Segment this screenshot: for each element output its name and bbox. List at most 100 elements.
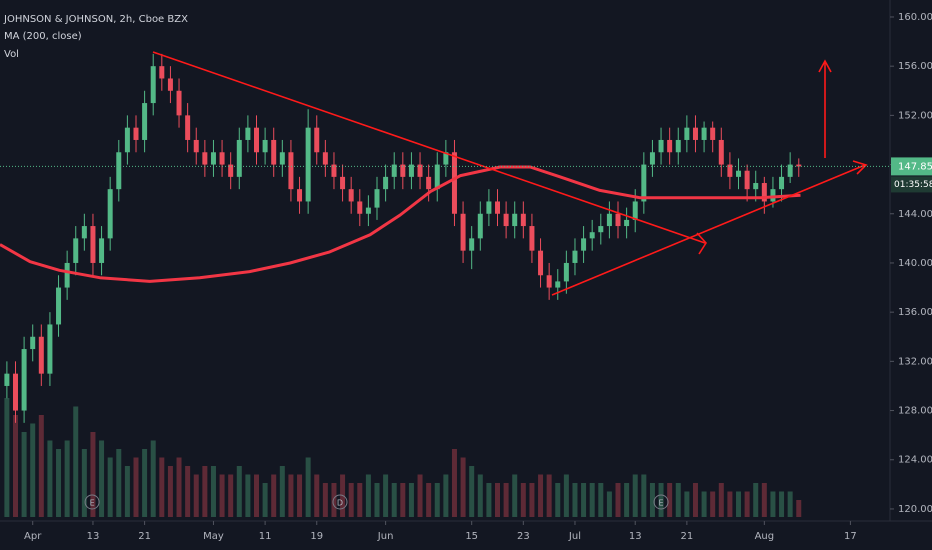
candle-body	[142, 103, 148, 140]
candle-body	[56, 287, 62, 325]
candle-body	[400, 164, 406, 177]
event-label: E	[90, 499, 95, 508]
candle-body	[649, 152, 655, 165]
event-label: E	[659, 499, 664, 508]
volume-bar	[245, 474, 251, 517]
candle-body	[12, 373, 18, 411]
candle-body	[279, 152, 285, 165]
volume-bar	[589, 483, 595, 517]
arrow-head	[818, 59, 832, 73]
candle-body	[770, 189, 776, 202]
volume-bar	[150, 440, 156, 517]
candle-body	[503, 213, 509, 227]
candle-body	[297, 189, 303, 202]
volume-bar	[279, 466, 285, 517]
x-tick-label: 23	[517, 531, 530, 542]
candle-body	[133, 127, 139, 140]
last-price-tag	[891, 157, 932, 176]
y-tick-label: 120.00	[898, 504, 932, 515]
volume-bar	[512, 474, 518, 517]
volume-bar	[228, 474, 234, 517]
event-icon	[653, 494, 669, 510]
candle-body	[185, 115, 191, 140]
trend-line	[551, 164, 866, 296]
volume-bar	[262, 483, 268, 517]
volume-bar	[744, 491, 750, 517]
volume-bar	[159, 457, 165, 517]
candle-body	[150, 66, 156, 104]
volume-bar	[736, 491, 742, 517]
y-tick-label: 136.00	[898, 307, 932, 318]
volume-bar	[365, 474, 371, 517]
volume-bar	[107, 457, 113, 517]
x-tick-label: May	[203, 531, 224, 542]
candle-body	[245, 127, 251, 140]
event-icon	[84, 494, 100, 510]
volume-bar	[357, 483, 363, 517]
drawings	[152, 51, 868, 296]
candle-body	[710, 127, 716, 140]
candle-body	[99, 238, 105, 263]
trend-line	[152, 51, 706, 244]
chart-title: JOHNSON & JOHNSON, 2h, Cboe BZX	[3, 14, 188, 25]
candle-body	[753, 183, 759, 190]
countdown-label: 01:35:58	[894, 180, 932, 190]
candle-body	[520, 213, 526, 227]
volume-bar	[581, 483, 587, 517]
volume-bar	[219, 474, 225, 517]
volume-bar	[12, 415, 18, 517]
last-price-label: 147.85	[898, 161, 932, 172]
candle-body	[546, 275, 552, 288]
volume-bar	[4, 398, 10, 517]
x-tick-label: 13	[87, 531, 100, 542]
volume-bar	[417, 474, 423, 517]
event-icon	[332, 494, 348, 510]
volume-bar	[460, 457, 466, 517]
volume-bar	[202, 466, 208, 517]
volume-bar	[21, 432, 27, 517]
volume-bar	[469, 466, 475, 517]
candle-layer	[4, 53, 802, 423]
candle-body	[632, 201, 638, 220]
y-tick-label: 160.00	[898, 12, 932, 23]
candle-body	[365, 207, 371, 214]
candle-body	[124, 127, 130, 153]
volume-bar	[167, 466, 173, 517]
candle-body	[340, 176, 346, 190]
candle-body	[486, 201, 492, 214]
volume-bar	[124, 466, 130, 517]
x-tick-label: Jun	[377, 531, 394, 542]
candle-body	[262, 139, 268, 153]
volume-bar	[331, 483, 337, 517]
volume-bar	[30, 423, 36, 517]
y-tick-label: 140.00	[898, 258, 932, 269]
volume-bar	[64, 440, 70, 517]
candle-body	[167, 78, 173, 91]
candle-body	[210, 152, 216, 165]
candle-body	[253, 127, 259, 153]
volume-bar	[520, 483, 526, 517]
volume-bar	[761, 483, 767, 517]
candle-body	[589, 232, 595, 239]
volume-bar	[391, 483, 397, 517]
candle-body	[288, 152, 294, 190]
volume-bar	[538, 474, 544, 517]
candle-body	[408, 164, 414, 177]
volume-bar	[753, 483, 759, 517]
volume-bar	[503, 483, 509, 517]
volume-bar	[451, 449, 457, 517]
candle-body	[426, 176, 432, 190]
candle-body	[692, 127, 698, 140]
x-tick-label: Apr	[24, 531, 42, 542]
candle-body	[374, 189, 380, 208]
x-tick-label: 13	[629, 531, 642, 542]
volume-bar	[271, 474, 277, 517]
candle-body	[460, 213, 466, 251]
volume-bar	[692, 483, 698, 517]
candle-body	[641, 164, 647, 202]
volume-bar	[383, 474, 389, 517]
candle-body	[796, 164, 802, 167]
candle-body	[529, 226, 535, 251]
volume-bar	[142, 449, 148, 517]
